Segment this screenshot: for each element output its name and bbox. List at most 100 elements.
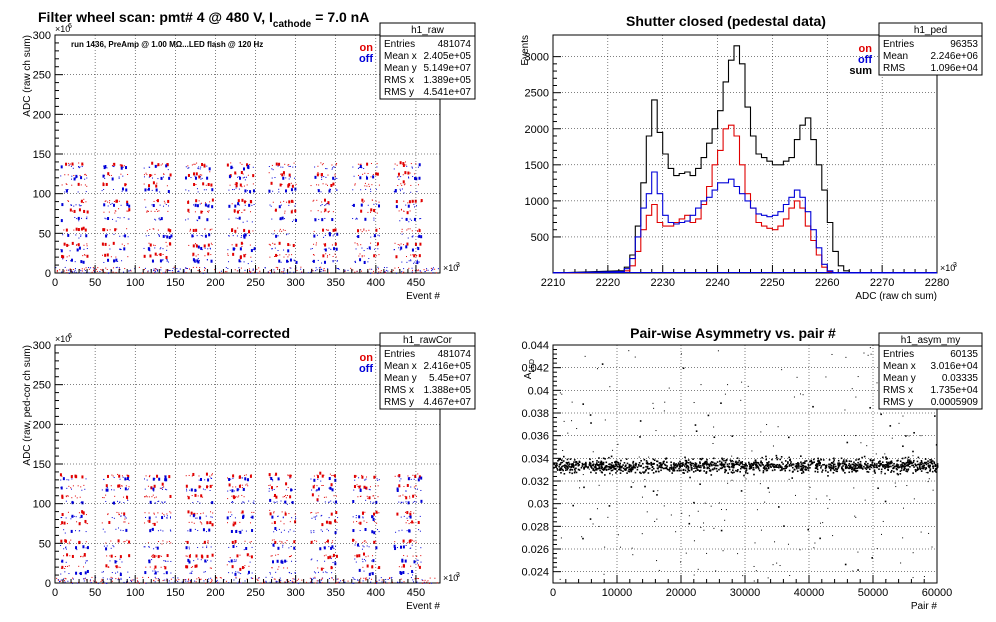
data-point [320,205,322,207]
data-point [664,463,666,466]
data-point [235,187,237,189]
data-point [316,489,318,491]
data-point [793,468,796,471]
data-point [592,460,594,463]
data-point [271,168,273,170]
data-point [642,471,644,473]
data-point [106,268,108,270]
data-point [356,236,358,238]
data-point [271,567,273,569]
data-point [868,468,871,471]
data-point [170,572,172,574]
data-point [154,270,156,272]
data-point [101,269,103,271]
data-point [148,176,150,178]
data-point [796,376,798,378]
data-point [355,515,357,517]
data-point [414,578,416,580]
data-point [582,463,585,466]
data-point [172,267,174,269]
data-point [730,460,732,463]
data-point [589,414,592,416]
data-point [403,244,405,246]
x-tick-label: 150 [166,277,184,289]
data-point [324,234,326,236]
data-point [151,161,154,165]
data-point [241,502,243,504]
data-point [426,581,428,583]
data-point [318,184,320,186]
data-point [811,462,814,465]
data-point [935,464,937,466]
y-tick-label: 0.024 [521,567,549,579]
data-point [100,269,102,271]
data-point [115,528,117,530]
data-point [286,560,288,562]
data-point [359,176,362,180]
data-point [875,464,878,467]
data-point [922,462,924,465]
data-point [410,163,412,165]
data-point [167,210,169,212]
data-point [741,461,744,463]
data-point [84,228,87,232]
data-point [866,445,868,447]
data-point [118,200,120,202]
data-point [152,487,155,491]
data-point [271,576,273,578]
data-point [700,464,702,467]
data-point [226,564,228,566]
data-point [158,235,160,237]
data-point [375,172,378,176]
data-point [78,220,80,222]
data-point [71,241,74,245]
data-point [332,260,334,262]
data-point [314,576,316,578]
data-point [748,461,750,464]
data-point [197,245,200,249]
data-point [858,458,860,461]
data-point [163,272,165,274]
data-point [673,470,675,472]
data-point [107,514,109,516]
data-point [602,461,605,464]
data-point [636,466,639,469]
data-point [326,539,329,543]
data-point [230,478,232,480]
data-point [320,567,323,571]
data-point [354,479,356,481]
data-point [553,462,555,465]
data-point [271,164,273,166]
data-point [70,487,72,489]
data-point [148,184,151,188]
data-point [199,203,201,205]
data-point [361,474,363,476]
data-point [239,530,242,534]
data-point [621,465,623,468]
data-point [113,200,115,202]
data-point [80,555,82,557]
data-point [352,166,354,168]
data-point [279,540,281,542]
data-point [666,468,669,471]
data-point [310,248,312,250]
data-point [290,573,292,575]
data-point [415,495,417,497]
x-tick-label: 250 [246,277,264,289]
data-point [197,167,199,169]
data-point [408,267,410,269]
data-point [376,245,378,247]
data-point [157,571,159,573]
data-point [886,466,888,469]
data-point [882,464,884,466]
data-point [931,470,934,473]
data-point [83,198,85,200]
data-point [395,205,398,209]
data-point [159,487,161,489]
data-point [601,468,604,471]
data-point [790,461,792,463]
data-point [601,466,604,469]
data-point [59,473,62,477]
data-point [578,461,581,464]
data-point [106,253,109,257]
